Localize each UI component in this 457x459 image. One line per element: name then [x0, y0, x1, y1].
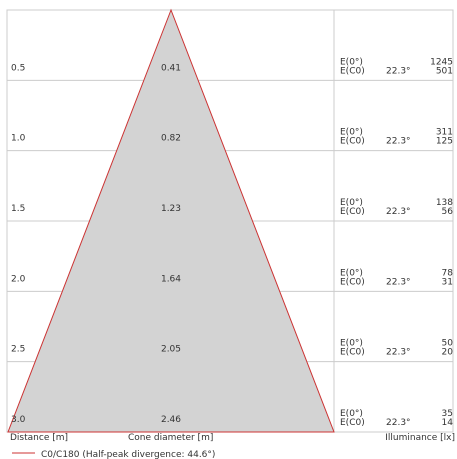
cone-diameter-label: Cone diameter [m]	[128, 433, 213, 443]
e0-value: 35	[442, 409, 453, 419]
ec0-value: 20	[442, 348, 454, 358]
angle-value: 22.3°	[386, 137, 411, 147]
light-cone	[7, 8, 335, 433]
e0-value: 78	[442, 268, 454, 278]
cone-diameter-value: 1.64	[161, 274, 181, 284]
cone-diameter-value: 2.46	[161, 415, 181, 425]
ec0-label: E(C0)	[340, 418, 365, 428]
e0-label: E(0°)	[340, 198, 363, 208]
e0-label: E(0°)	[340, 409, 363, 419]
ec0-value: 31	[442, 277, 453, 287]
cone-diameter-value: 2.05	[161, 345, 181, 355]
ec0-label: E(C0)	[340, 207, 365, 217]
cone-diameter-value: 1.23	[161, 204, 181, 214]
cone-diameter-value: 0.82	[161, 134, 181, 144]
e0-label: E(0°)	[340, 339, 363, 349]
e0-value: 311	[436, 128, 453, 138]
x-axis-label: Distance [m]	[10, 433, 68, 443]
angle-value: 22.3°	[386, 348, 411, 358]
e0-label: E(0°)	[340, 57, 363, 67]
e0-value: 1245	[430, 57, 453, 67]
angle-value: 22.3°	[386, 277, 411, 287]
e0-value: 50	[442, 339, 454, 349]
ec0-label: E(C0)	[340, 277, 365, 287]
angle-value: 22.3°	[386, 418, 411, 428]
angle-value: 22.3°	[386, 207, 411, 217]
ec0-value: 501	[436, 66, 453, 76]
distance-label: 2.5	[11, 345, 25, 355]
ec0-label: E(C0)	[340, 137, 365, 147]
ec0-label: E(C0)	[340, 348, 365, 358]
cone-diameter-value: 0.41	[161, 63, 181, 73]
distance-label: 0.5	[11, 63, 25, 73]
distance-label: 2.0	[11, 274, 26, 284]
angle-value: 22.3°	[386, 66, 411, 76]
legend-entry: C0/C180 (Half-peak divergence: 44.6°)	[41, 450, 215, 459]
distance-label: 1.0	[11, 134, 26, 144]
illuminance-label: Illuminance [lx]	[385, 433, 455, 443]
ec0-value: 125	[436, 137, 453, 147]
distance-label: 1.5	[11, 204, 25, 214]
ec0-label: E(C0)	[340, 66, 365, 76]
e0-value: 138	[436, 198, 453, 208]
ec0-value: 56	[442, 207, 454, 217]
e0-label: E(0°)	[340, 268, 363, 278]
e0-label: E(0°)	[340, 128, 363, 138]
distance-label: 3.0	[11, 415, 26, 425]
ec0-value: 14	[442, 418, 454, 428]
